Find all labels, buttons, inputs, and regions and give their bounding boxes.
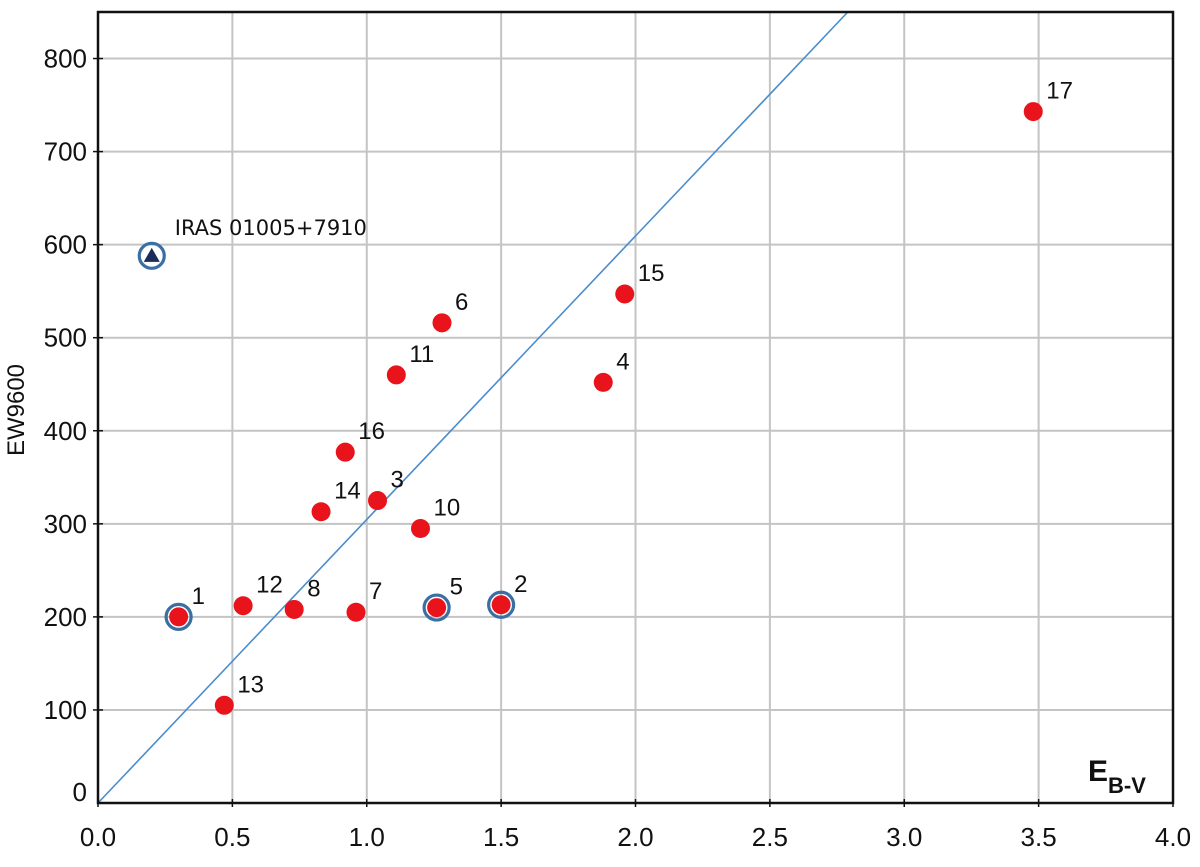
data-point-5 <box>427 598 447 618</box>
data-point-1 <box>169 607 189 627</box>
y-tick-label: 600 <box>44 230 87 260</box>
point-label-16: 16 <box>358 418 385 445</box>
special-point-ring <box>137 241 166 270</box>
point-label-14: 14 <box>334 478 361 505</box>
x-tick-label: 3.0 <box>886 822 922 852</box>
x-tick-label: 1.5 <box>483 822 519 852</box>
point-label-10: 10 <box>434 494 461 521</box>
point-label-3: 3 <box>391 467 404 494</box>
point-label-2: 2 <box>514 571 527 598</box>
point-label-13: 13 <box>237 671 264 698</box>
x-axis-label-sub: B-V <box>1108 773 1146 798</box>
x-axis-label: EB-V <box>1088 755 1146 798</box>
point-label-15: 15 <box>638 260 665 287</box>
y-tick-label: 300 <box>44 509 87 539</box>
y-tick-label: 200 <box>44 602 87 632</box>
data-point-4 <box>593 372 613 392</box>
data-point-6 <box>432 313 452 333</box>
x-tick-label: 3.5 <box>1021 822 1057 852</box>
point-label-17: 17 <box>1046 78 1073 105</box>
y-tick-label: 500 <box>44 323 87 353</box>
axis-ticks: 0.0 0.5 1.0 1.5 2.0 2.5 3.0 3.5 4.0 0 100 200 300 400… <box>44 44 1191 852</box>
grid-lines <box>98 12 1173 803</box>
y-tick-label: 0 <box>73 777 87 807</box>
point-label-12: 12 <box>256 572 283 599</box>
point-ring <box>164 602 193 631</box>
y-tick-label: 800 <box>44 44 87 74</box>
x-tick-label: 1.0 <box>349 822 385 852</box>
special-point-label: IRAS 01005+7910 <box>175 216 367 240</box>
data-point-7 <box>346 602 366 622</box>
data-points <box>137 102 1043 715</box>
point-label-8: 8 <box>307 575 320 602</box>
data-point-10 <box>411 518 430 538</box>
data-point-3 <box>368 491 387 511</box>
x-tick-label: 4.0 <box>1155 822 1191 852</box>
data-point-15 <box>615 284 635 304</box>
data-point-2 <box>491 595 511 615</box>
x-axis-label-main: E <box>1088 755 1108 788</box>
plot-frame <box>96 10 1175 805</box>
x-tick-label: 0.0 <box>80 822 116 852</box>
data-point-16 <box>335 442 355 462</box>
data-point-11 <box>386 365 406 385</box>
data-point-13 <box>214 695 234 715</box>
x-tick-label: 0.5 <box>214 822 250 852</box>
point-ring <box>422 593 451 622</box>
point-label-4: 4 <box>616 348 629 375</box>
x-tick-label: 2.5 <box>752 822 788 852</box>
fit-line <box>97 11 849 804</box>
point-ring <box>487 590 516 619</box>
point-label-7: 7 <box>369 578 382 605</box>
y-tick-label: 700 <box>44 137 87 167</box>
data-point-8 <box>284 599 304 619</box>
data-point-12 <box>233 596 253 616</box>
data-point-17 <box>1023 102 1043 122</box>
point-label-6: 6 <box>455 289 468 316</box>
y-tick-label: 400 <box>44 416 87 446</box>
point-label-5: 5 <box>450 574 463 601</box>
special-point-triangle <box>143 247 160 262</box>
point-label-11: 11 <box>409 341 434 368</box>
x-tick-label: 2.0 <box>617 822 653 852</box>
point-label-1: 1 <box>192 583 205 610</box>
y-tick-label: 100 <box>44 695 87 725</box>
data-point-14 <box>311 502 331 522</box>
y-axis-label: EW9600 <box>3 364 30 456</box>
